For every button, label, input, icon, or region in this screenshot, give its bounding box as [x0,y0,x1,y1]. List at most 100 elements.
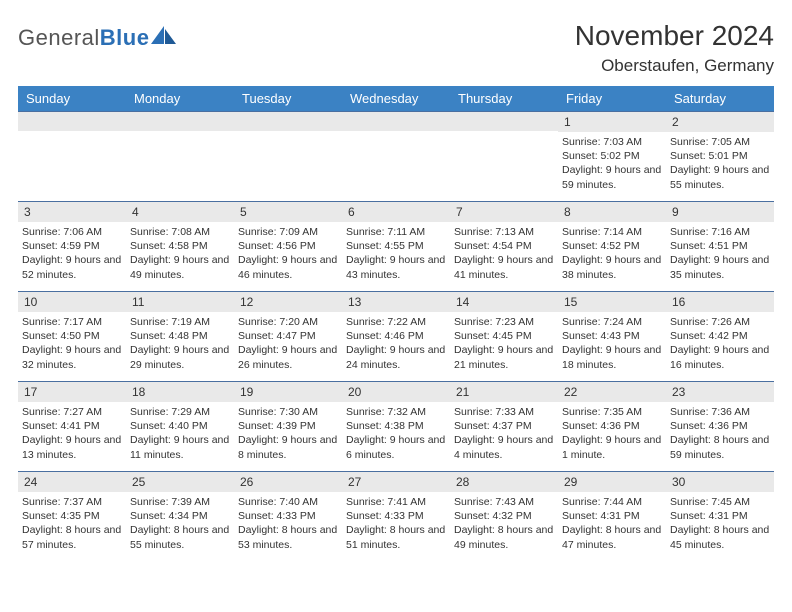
calendar-cell: 10Sunrise: 7:17 AMSunset: 4:50 PMDayligh… [18,291,126,381]
calendar-cell: 20Sunrise: 7:32 AMSunset: 4:38 PMDayligh… [342,381,450,471]
calendar-table: Sunday Monday Tuesday Wednesday Thursday… [18,86,774,561]
sunset-text: Sunset: 4:48 PM [130,329,230,343]
sunset-text: Sunset: 4:36 PM [562,419,662,433]
calendar-cell: 12Sunrise: 7:20 AMSunset: 4:47 PMDayligh… [234,291,342,381]
sunset-text: Sunset: 4:47 PM [238,329,338,343]
sunset-text: Sunset: 4:33 PM [346,509,446,523]
day-body: Sunrise: 7:23 AMSunset: 4:45 PMDaylight:… [450,312,558,376]
day-number: 12 [234,291,342,312]
day-body: Sunrise: 7:30 AMSunset: 4:39 PMDaylight:… [234,402,342,466]
brand-part2: Blue [100,25,150,50]
day-number [450,111,558,131]
day-number: 3 [18,201,126,222]
sunrise-text: Sunrise: 7:45 AM [670,495,770,509]
calendar-body: 1Sunrise: 7:03 AMSunset: 5:02 PMDaylight… [18,111,774,561]
day-body: Sunrise: 7:35 AMSunset: 4:36 PMDaylight:… [558,402,666,466]
calendar-cell: 5Sunrise: 7:09 AMSunset: 4:56 PMDaylight… [234,201,342,291]
sunrise-text: Sunrise: 7:11 AM [346,225,446,239]
weekday-heading: Sunday [18,86,126,111]
sunrise-text: Sunrise: 7:27 AM [22,405,122,419]
day-number: 9 [666,201,774,222]
daylight-text: Daylight: 8 hours and 55 minutes. [130,523,230,551]
day-number: 8 [558,201,666,222]
sunset-text: Sunset: 4:33 PM [238,509,338,523]
calendar-row: 24Sunrise: 7:37 AMSunset: 4:35 PMDayligh… [18,471,774,561]
sunrise-text: Sunrise: 7:43 AM [454,495,554,509]
weekday-heading: Wednesday [342,86,450,111]
title-block: November 2024 Oberstaufen, Germany [575,20,774,76]
sunrise-text: Sunrise: 7:35 AM [562,405,662,419]
day-number: 7 [450,201,558,222]
sunset-text: Sunset: 4:51 PM [670,239,770,253]
calendar-cell: 11Sunrise: 7:19 AMSunset: 4:48 PMDayligh… [126,291,234,381]
day-body: Sunrise: 7:16 AMSunset: 4:51 PMDaylight:… [666,222,774,286]
calendar-cell: 13Sunrise: 7:22 AMSunset: 4:46 PMDayligh… [342,291,450,381]
day-body: Sunrise: 7:08 AMSunset: 4:58 PMDaylight:… [126,222,234,286]
sunset-text: Sunset: 4:36 PM [670,419,770,433]
daylight-text: Daylight: 9 hours and 35 minutes. [670,253,770,281]
calendar-cell: 16Sunrise: 7:26 AMSunset: 4:42 PMDayligh… [666,291,774,381]
daylight-text: Daylight: 9 hours and 32 minutes. [22,343,122,371]
sunrise-text: Sunrise: 7:29 AM [130,405,230,419]
sunrise-text: Sunrise: 7:20 AM [238,315,338,329]
sunset-text: Sunset: 4:43 PM [562,329,662,343]
calendar-cell: 19Sunrise: 7:30 AMSunset: 4:39 PMDayligh… [234,381,342,471]
day-body: Sunrise: 7:22 AMSunset: 4:46 PMDaylight:… [342,312,450,376]
day-number: 24 [18,471,126,492]
day-body: Sunrise: 7:03 AMSunset: 5:02 PMDaylight:… [558,132,666,196]
calendar-cell: 26Sunrise: 7:40 AMSunset: 4:33 PMDayligh… [234,471,342,561]
calendar-cell: 29Sunrise: 7:44 AMSunset: 4:31 PMDayligh… [558,471,666,561]
day-number: 1 [558,111,666,132]
sunset-text: Sunset: 4:38 PM [346,419,446,433]
sunrise-text: Sunrise: 7:40 AM [238,495,338,509]
calendar-cell: 17Sunrise: 7:27 AMSunset: 4:41 PMDayligh… [18,381,126,471]
day-number: 11 [126,291,234,312]
day-number [342,111,450,131]
sunrise-text: Sunrise: 7:26 AM [670,315,770,329]
daylight-text: Daylight: 9 hours and 18 minutes. [562,343,662,371]
daylight-text: Daylight: 8 hours and 49 minutes. [454,523,554,551]
day-body: Sunrise: 7:13 AMSunset: 4:54 PMDaylight:… [450,222,558,286]
calendar-cell [234,111,342,201]
sunset-text: Sunset: 4:52 PM [562,239,662,253]
daylight-text: Daylight: 9 hours and 24 minutes. [346,343,446,371]
day-number: 4 [126,201,234,222]
sunset-text: Sunset: 4:45 PM [454,329,554,343]
day-number: 18 [126,381,234,402]
day-number: 14 [450,291,558,312]
sunrise-text: Sunrise: 7:41 AM [346,495,446,509]
sunrise-text: Sunrise: 7:32 AM [346,405,446,419]
weekday-heading: Tuesday [234,86,342,111]
sunset-text: Sunset: 5:02 PM [562,149,662,163]
day-body: Sunrise: 7:20 AMSunset: 4:47 PMDaylight:… [234,312,342,376]
sunrise-text: Sunrise: 7:39 AM [130,495,230,509]
daylight-text: Daylight: 8 hours and 45 minutes. [670,523,770,551]
sunset-text: Sunset: 4:59 PM [22,239,122,253]
day-number [126,111,234,131]
sunrise-text: Sunrise: 7:23 AM [454,315,554,329]
calendar-cell: 1Sunrise: 7:03 AMSunset: 5:02 PMDaylight… [558,111,666,201]
sunrise-text: Sunrise: 7:06 AM [22,225,122,239]
weekday-heading: Saturday [666,86,774,111]
day-number: 5 [234,201,342,222]
day-number: 16 [666,291,774,312]
calendar-cell: 25Sunrise: 7:39 AMSunset: 4:34 PMDayligh… [126,471,234,561]
day-number [18,111,126,131]
sunset-text: Sunset: 4:35 PM [22,509,122,523]
sunrise-text: Sunrise: 7:09 AM [238,225,338,239]
daylight-text: Daylight: 9 hours and 13 minutes. [22,433,122,461]
sunset-text: Sunset: 4:32 PM [454,509,554,523]
sunrise-text: Sunrise: 7:16 AM [670,225,770,239]
brand-logo: GeneralBlue [18,20,177,51]
calendar-cell: 21Sunrise: 7:33 AMSunset: 4:37 PMDayligh… [450,381,558,471]
calendar-cell: 7Sunrise: 7:13 AMSunset: 4:54 PMDaylight… [450,201,558,291]
daylight-text: Daylight: 9 hours and 43 minutes. [346,253,446,281]
day-body: Sunrise: 7:32 AMSunset: 4:38 PMDaylight:… [342,402,450,466]
daylight-text: Daylight: 9 hours and 21 minutes. [454,343,554,371]
day-body: Sunrise: 7:05 AMSunset: 5:01 PMDaylight:… [666,132,774,196]
weekday-header: Sunday Monday Tuesday Wednesday Thursday… [18,86,774,111]
sunset-text: Sunset: 4:40 PM [130,419,230,433]
calendar-cell: 8Sunrise: 7:14 AMSunset: 4:52 PMDaylight… [558,201,666,291]
day-body: Sunrise: 7:26 AMSunset: 4:42 PMDaylight:… [666,312,774,376]
day-number [234,111,342,131]
